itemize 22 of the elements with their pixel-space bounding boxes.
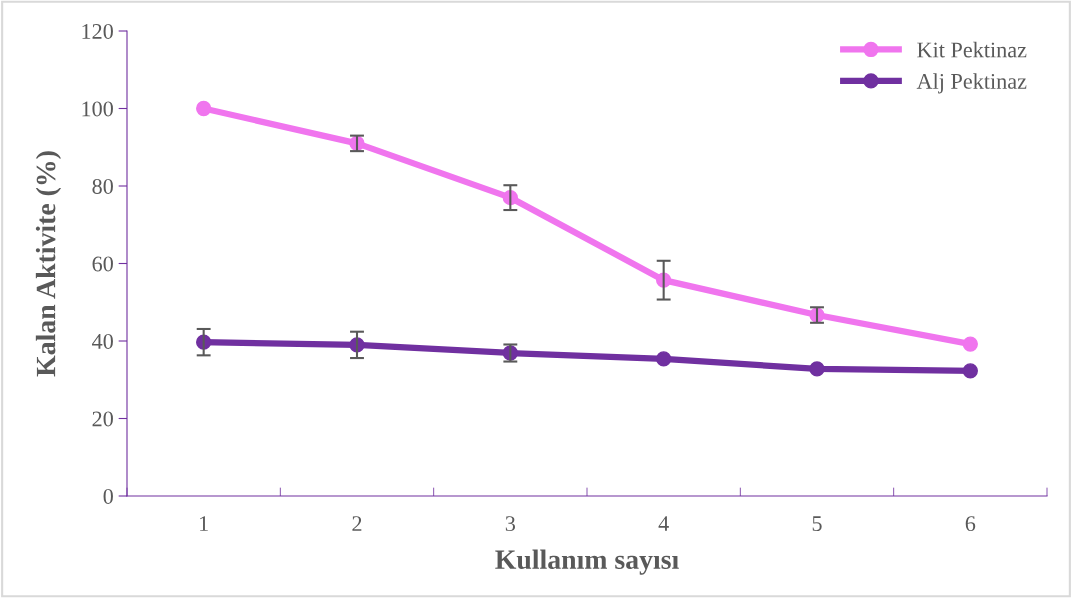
- y-tick-label: 80: [92, 178, 113, 194]
- x-tick-label: 2: [352, 516, 362, 531]
- x-tick-label: 4: [658, 516, 669, 531]
- legend-label: Kit Pektinaz: [917, 41, 1027, 58]
- y-tick-label: 40: [92, 333, 113, 349]
- y-tick-label: 20: [92, 411, 113, 427]
- x-tick-label: 6: [965, 516, 976, 532]
- point: [656, 351, 672, 367]
- x-axis-title: Kullanım sayısı: [495, 549, 679, 575]
- y-tick-label: 60: [92, 256, 113, 272]
- y-tick-label: 120: [82, 23, 113, 39]
- point: [962, 363, 978, 379]
- x-tick-label: 5: [812, 516, 822, 532]
- y-tick-label: 0: [103, 488, 113, 504]
- x-tick-label: 3: [505, 516, 516, 532]
- point: [196, 100, 212, 117]
- y-tick-label: 100: [82, 101, 113, 117]
- legend-label: Alj Pektinaz: [916, 73, 1027, 94]
- point: [809, 361, 825, 377]
- x-tick-label: 1: [200, 516, 208, 531]
- y-axis-title: Kalan Aktivite (%): [35, 151, 62, 377]
- point: [962, 336, 978, 352]
